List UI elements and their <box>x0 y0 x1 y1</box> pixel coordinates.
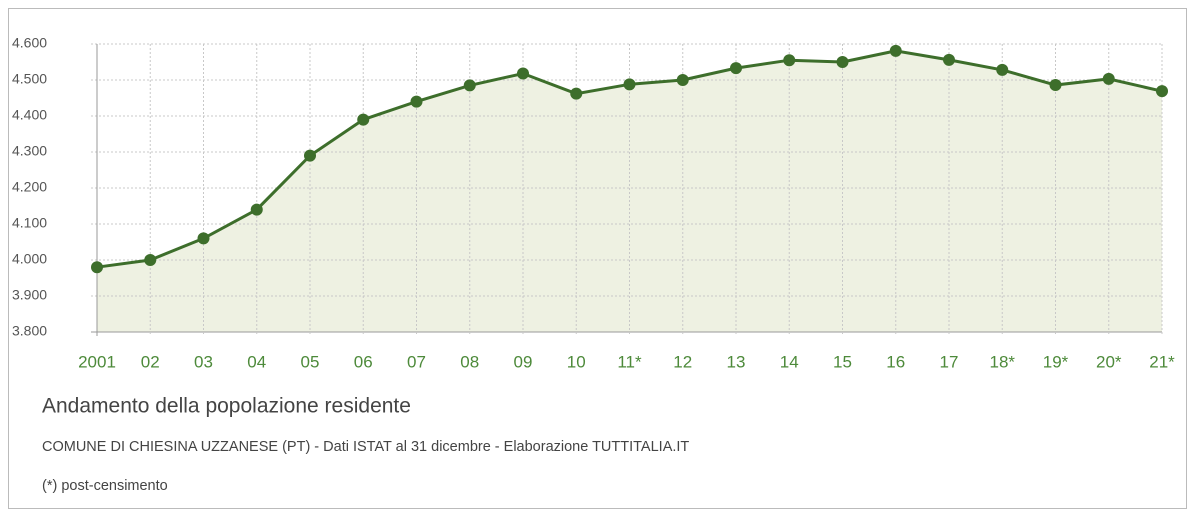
point <box>304 149 316 162</box>
point <box>1156 85 1168 98</box>
x-tick-label: 12 <box>673 352 692 371</box>
x-tick-label: 14 <box>780 352 799 371</box>
point <box>889 44 902 57</box>
x-tick-label: 18* <box>989 352 1015 371</box>
point <box>410 95 423 108</box>
point <box>357 113 370 126</box>
y-tick-label: 4.200 <box>12 179 47 195</box>
point <box>517 67 529 80</box>
y-tick-label: 4.400 <box>12 107 47 123</box>
y-tick-label: 4.500 <box>12 71 47 87</box>
x-tick-label: 09 <box>514 352 533 371</box>
point <box>570 87 583 100</box>
x-tick-label: 02 <box>141 352 160 371</box>
point <box>730 62 742 75</box>
x-tick-label: 17 <box>940 352 959 371</box>
point <box>943 53 955 66</box>
point <box>250 203 263 216</box>
x-tick-label: 21* <box>1149 352 1175 371</box>
y-tick-label: 4.600 <box>12 35 47 51</box>
x-tick-label: 16 <box>886 352 905 371</box>
x-tick-label: 19* <box>1043 352 1069 371</box>
point <box>836 56 849 68</box>
x-tick-label: 08 <box>460 352 479 371</box>
point <box>91 261 103 274</box>
point <box>1049 79 1062 92</box>
y-tick-label: 3.800 <box>12 323 47 339</box>
y-tick-label: 3.900 <box>12 287 47 303</box>
point <box>623 78 636 91</box>
point <box>463 79 476 92</box>
x-tick-label: 10 <box>567 352 586 371</box>
x-tick-label: 15 <box>833 352 852 371</box>
y-tick-label: 4.300 <box>12 143 47 159</box>
point <box>676 74 689 86</box>
x-tick-label: 03 <box>194 352 213 371</box>
point <box>144 254 157 266</box>
point <box>996 63 1009 76</box>
point <box>783 54 796 67</box>
footnote: (*) post-censimento <box>42 478 168 494</box>
chart-title: Andamento della popolazione residente <box>42 395 411 418</box>
x-tick-label: 07 <box>407 352 426 371</box>
chart-subtitle: COMUNE DI CHIESINA UZZANESE (PT) - Dati … <box>42 439 689 455</box>
point <box>197 232 210 245</box>
point <box>1102 72 1115 85</box>
x-tick-label: 05 <box>301 352 320 371</box>
x-tick-label: 11* <box>617 352 642 371</box>
y-tick-label: 4.100 <box>12 215 47 231</box>
x-tick-label: 04 <box>247 352 266 371</box>
x-tick-label: 13 <box>727 352 746 371</box>
x-tick-label: 2001 <box>78 352 116 371</box>
y-tick-label: 4.000 <box>12 251 47 267</box>
x-tick-label: 20* <box>1096 352 1122 371</box>
x-tick-label: 06 <box>354 352 373 371</box>
